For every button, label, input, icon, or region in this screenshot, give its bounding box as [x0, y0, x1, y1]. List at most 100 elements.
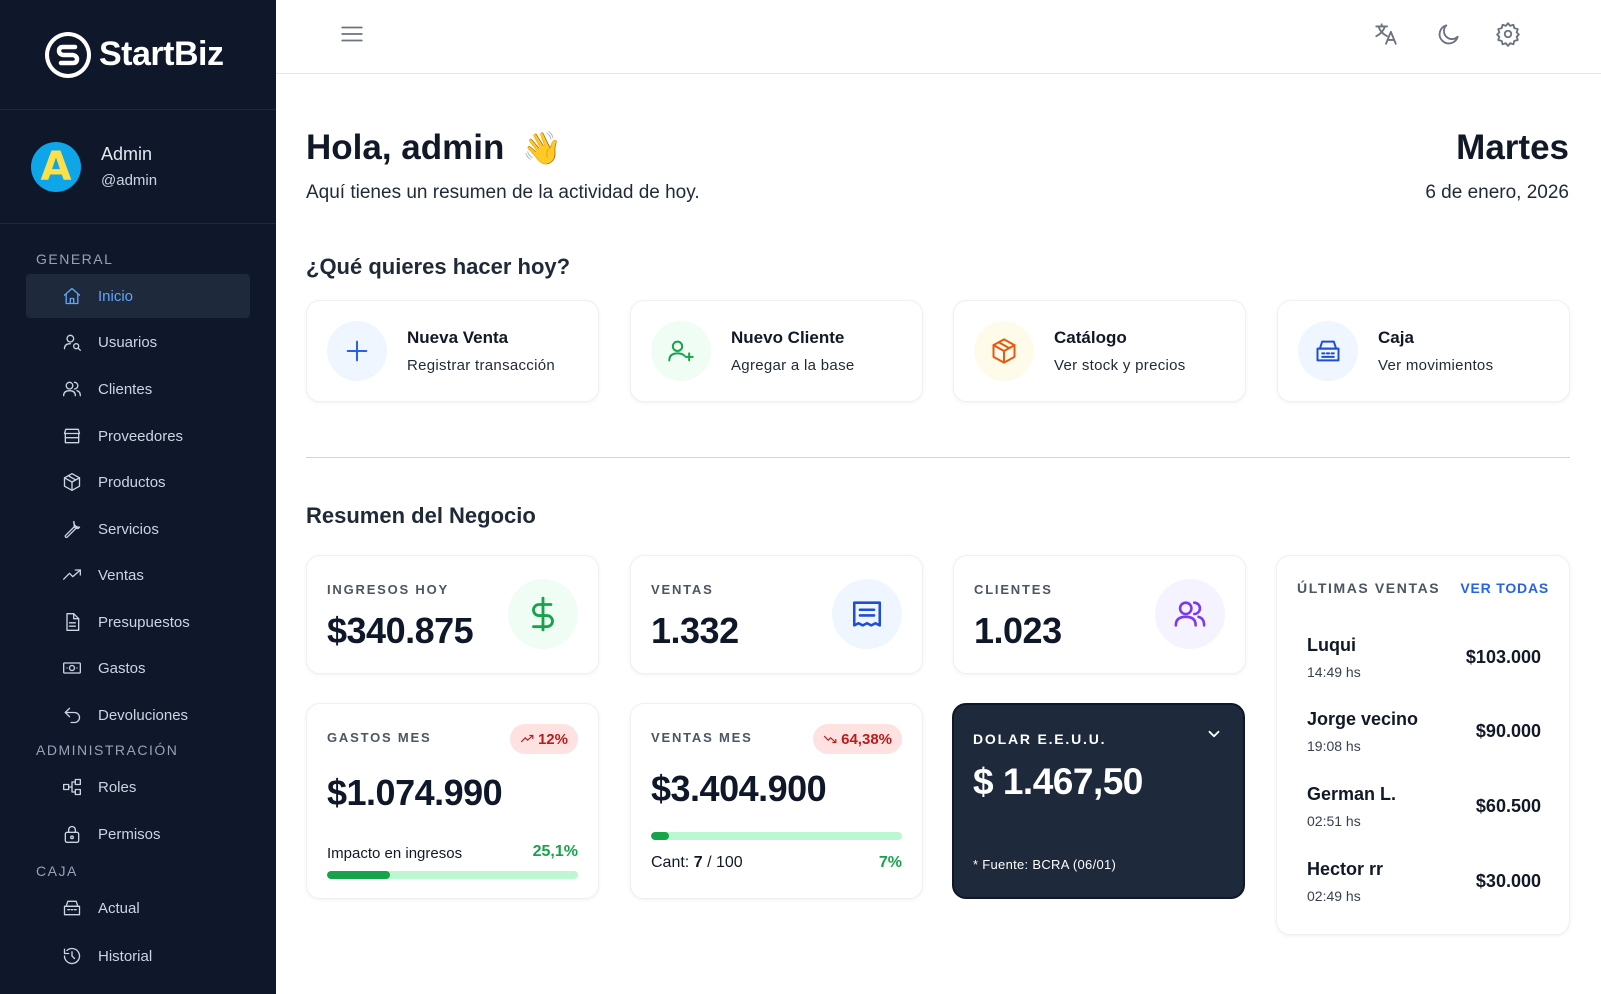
history-icon — [62, 946, 82, 966]
sale-time: 14:49 hs — [1307, 664, 1361, 680]
sidebar-item-label: Permisos — [98, 825, 161, 843]
user-profile[interactable]: A Admin @admin — [0, 110, 276, 224]
list-item[interactable]: German L. 02:51 hs $60.500 — [1307, 784, 1541, 829]
sidebar-item-label: Servicios — [98, 520, 159, 538]
impact-label: Impacto en ingresos — [327, 845, 463, 862]
avatar-letter: A — [40, 143, 72, 190]
badge-value: 64,38% — [841, 730, 892, 748]
summary-title: Resumen del Negocio — [306, 503, 536, 528]
quick-action-nuevo-cliente[interactable]: Nuevo Cliente Agregar a la base — [630, 300, 923, 402]
sidebar-item-label: Devoluciones — [98, 706, 189, 724]
user-plus-icon — [651, 321, 711, 381]
sidebar-item-label: Ventas — [98, 566, 144, 584]
stat-label: VENTAS MES — [651, 730, 753, 745]
translate-icon[interactable] — [1372, 20, 1400, 48]
stat-card-ingresos: INGRESOS HOY $340.875 — [306, 555, 599, 674]
receipt-icon — [832, 579, 902, 649]
plus-icon — [327, 321, 387, 381]
users-icon — [1155, 579, 1225, 649]
quick-action-title: Catálogo — [1054, 328, 1127, 347]
sidebar-item-label: Actual — [98, 899, 140, 917]
banknote-icon — [62, 658, 82, 678]
quick-action-title: Caja — [1378, 328, 1414, 347]
cant-text: Cant: 7 / 100 — [651, 854, 743, 872]
current-date: 6 de enero, 2026 — [1425, 182, 1569, 203]
sale-customer: Jorge vecino — [1307, 709, 1419, 729]
sale-amount: $30.000 — [1475, 871, 1541, 891]
stat-label: GASTOS MES — [327, 730, 432, 745]
stat-card-ventas: VENTAS 1.332 — [630, 555, 923, 674]
sidebar-item-usuarios[interactable]: Usuarios — [26, 320, 250, 364]
current-day: Martes — [1456, 128, 1569, 167]
ventas-percent: 7% — [878, 854, 902, 871]
sidebar-item-inicio[interactable]: Inicio — [26, 274, 250, 318]
dollar-icon — [508, 579, 578, 649]
undo-icon — [62, 705, 82, 725]
sale-customer: German L. — [1307, 784, 1397, 804]
sidebar-item-devoluciones[interactable]: Devoluciones — [26, 693, 250, 737]
sidebar-item-historial[interactable]: Historial — [26, 934, 250, 978]
dollar-source: * Fuente: BCRA (06/01) — [973, 857, 1117, 872]
sidebar-item-label: Clientes — [98, 380, 153, 398]
box-icon — [62, 472, 82, 492]
greeting-text: Hola, admin — [306, 128, 505, 167]
list-item[interactable]: Hector rr 02:49 hs $30.000 — [1307, 859, 1541, 904]
ventas-progress-fill — [651, 832, 669, 840]
cant-total: / 100 — [707, 854, 743, 871]
page-title: Hola, admin 👋 — [306, 128, 562, 168]
sale-time: 19:08 hs — [1307, 738, 1361, 754]
brand-name: StartBiz — [99, 35, 224, 73]
sidebar-item-label: Proveedores — [98, 427, 184, 445]
menu-icon[interactable] — [338, 20, 366, 48]
stat-value: 1.332 — [651, 610, 739, 651]
sidebar-item-clientes[interactable]: Clientes — [26, 367, 250, 411]
dollar-card[interactable]: DOLAR E.E.U.U. $ 1.467,50 * Fuente: BCRA… — [952, 703, 1245, 899]
chevron-down-icon[interactable] — [1205, 725, 1223, 743]
hierarchy-icon — [62, 777, 82, 797]
gear-icon[interactable] — [1494, 20, 1522, 48]
user-handle: @admin — [101, 172, 158, 189]
sidebar-item-roles[interactable]: Roles — [26, 765, 250, 809]
quick-action-subtitle: Registrar transacción — [407, 357, 556, 374]
stat-value: $1.074.990 — [327, 772, 503, 813]
recent-sales-card: ÚLTIMAS VENTAS VER TODAS Luqui 14:49 hs … — [1276, 555, 1570, 935]
list-item[interactable]: Jorge vecino 19:08 hs $90.000 — [1307, 709, 1541, 754]
wave-emoji-icon: 👋 — [522, 129, 562, 167]
user-search-icon — [62, 332, 82, 352]
brand[interactable]: StartBiz — [0, 0, 276, 110]
sidebar-item-label: Roles — [98, 778, 137, 796]
impact-value: 25,1% — [532, 843, 578, 860]
stat-card-clientes: CLIENTES 1.023 — [953, 555, 1246, 674]
badge-value: 12% — [537, 730, 568, 748]
quick-actions-title: ¿Qué quieres hacer hoy? — [306, 254, 571, 279]
sidebar: StartBiz A Admin @admin GENERAL Inicio U… — [0, 0, 276, 994]
sidebar-item-proveedores[interactable]: Proveedores — [26, 414, 250, 458]
quick-action-caja[interactable]: Caja Ver movimientos — [1277, 300, 1570, 402]
trending-up-icon — [62, 565, 82, 585]
section-title-administracion: ADMINISTRACIÓN — [36, 742, 179, 758]
view-all-link[interactable]: VER TODAS — [1460, 580, 1549, 596]
trending-up-icon — [520, 734, 534, 743]
sidebar-item-gastos[interactable]: Gastos — [26, 646, 250, 690]
quick-action-catalogo[interactable]: Catálogo Ver stock y precios — [953, 300, 1246, 402]
sidebar-item-permisos[interactable]: Permisos — [26, 812, 250, 856]
quick-action-nueva-venta[interactable]: Nueva Venta Registrar transacción — [306, 300, 599, 402]
change-badge: 64,38% — [813, 724, 902, 754]
sidebar-item-actual[interactable]: Actual — [26, 886, 250, 930]
lock-icon — [62, 824, 82, 844]
quick-action-subtitle: Agregar a la base — [731, 357, 855, 374]
stat-value: $3.404.900 — [651, 768, 827, 809]
sidebar-item-ventas[interactable]: Ventas — [26, 553, 250, 597]
list-item[interactable]: Luqui 14:49 hs $103.000 — [1307, 635, 1541, 680]
sidebar-item-presupuestos[interactable]: Presupuestos — [26, 600, 250, 644]
trending-down-icon — [823, 735, 837, 744]
sidebar-item-label: Inicio — [98, 287, 134, 305]
impact-progress-bar — [327, 871, 578, 879]
sidebar-item-servicios[interactable]: Servicios — [26, 507, 250, 551]
stat-card-ventas-mes: VENTAS MES 64,38% $3.404.900 Cant: 7 / 1… — [630, 703, 923, 899]
ventas-progress-bar — [651, 832, 902, 840]
sidebar-item-productos[interactable]: Productos — [26, 460, 250, 504]
section-divider — [306, 457, 1570, 458]
moon-icon[interactable] — [1435, 20, 1463, 48]
sale-time: 02:49 hs — [1307, 888, 1361, 904]
